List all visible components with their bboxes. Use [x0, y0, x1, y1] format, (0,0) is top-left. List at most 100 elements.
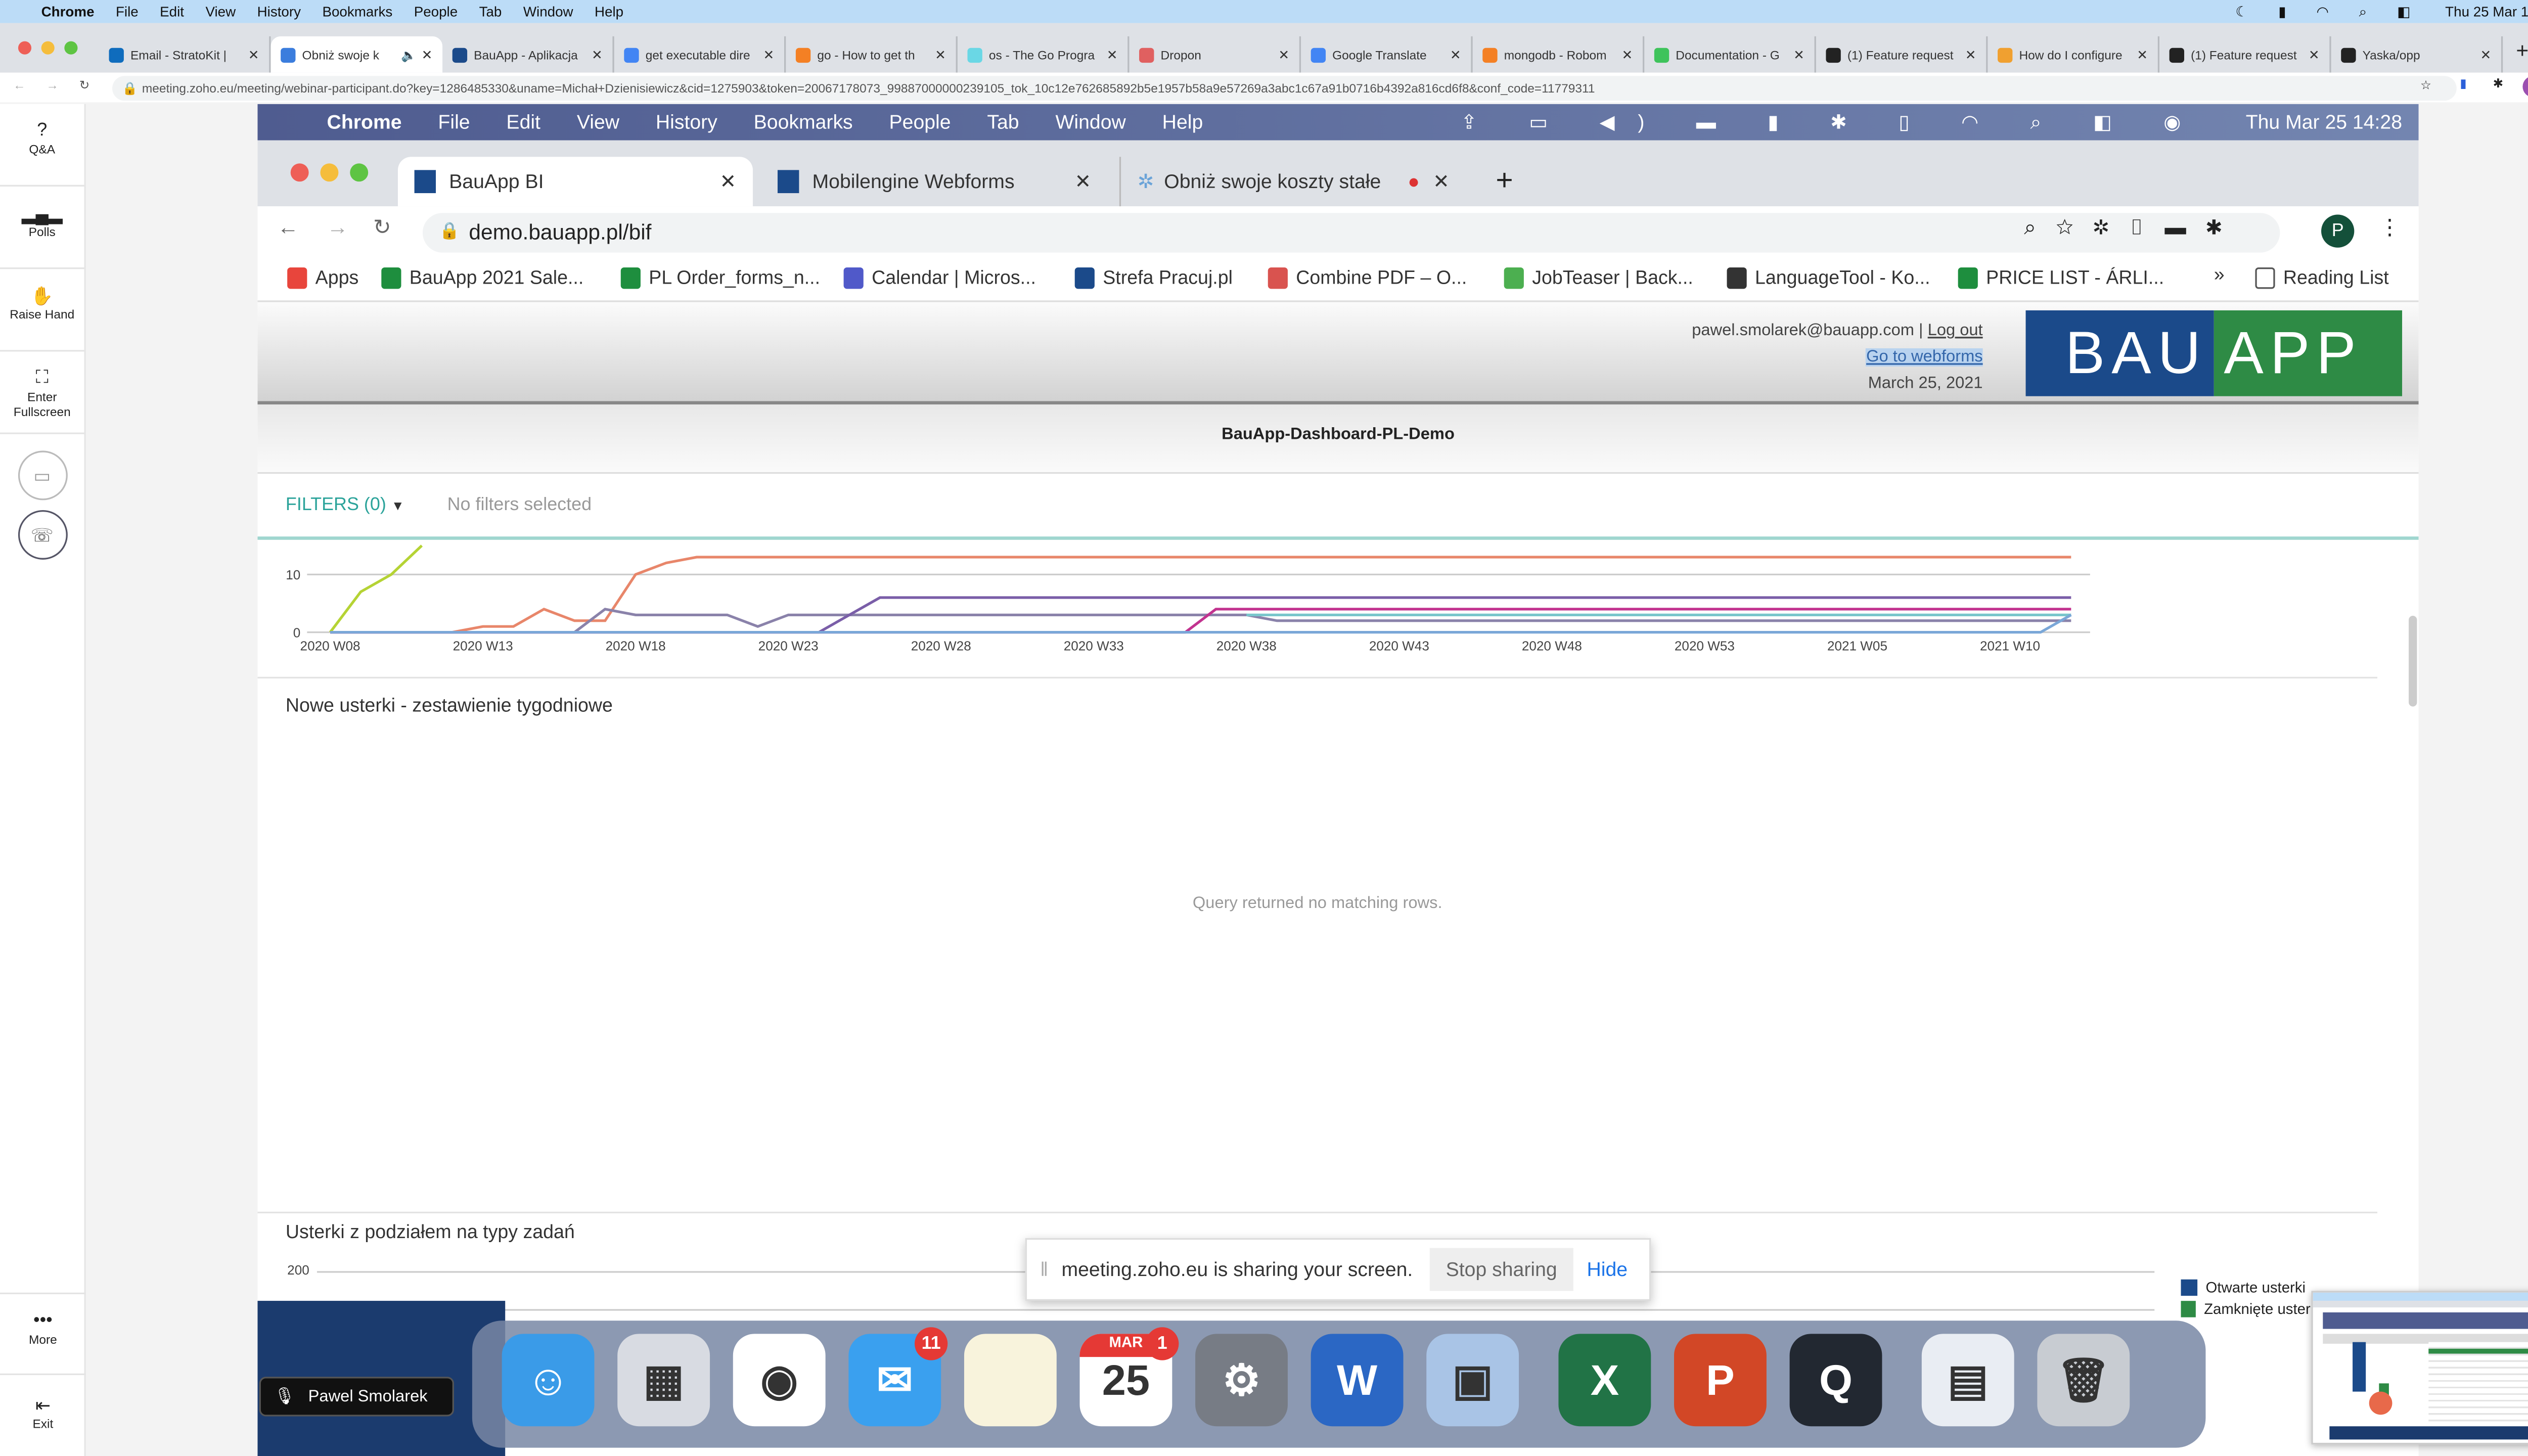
video-off-button[interactable]: ▭	[17, 450, 67, 500]
inner-tab-strip: BauApp BI ✕ Mobilengine Webforms ✕ ✲ Obniż …	[257, 140, 2419, 207]
webforms-link: Go to webforms	[1866, 348, 1983, 367]
microphone-icon: 🎙	[274, 1387, 295, 1406]
dock-launchpad-icon: ▦	[617, 1334, 710, 1427]
back-button[interactable]: ←	[13, 77, 26, 93]
close-tab-icon[interactable]: ✕	[2480, 47, 2492, 62]
x-tick-label: 2021 W05	[1827, 639, 1887, 654]
exit-label: Exit	[32, 1416, 54, 1432]
sidebar-item-raise-hand[interactable]: ✋ Raise Hand	[0, 269, 84, 352]
profile-avatar[interactable]: M	[2522, 76, 2528, 98]
section-title: Usterki z podziałem na typy zadań	[285, 1223, 575, 1243]
close-tab-icon[interactable]: ✕	[421, 47, 433, 62]
favicon-icon	[1998, 47, 2013, 62]
browser-tab[interactable]: Dropon ✕	[1129, 36, 1301, 73]
polls-icon: ▂▄▂	[21, 204, 63, 225]
sidebar-item-enter-fullscreen[interactable]: ⛶ Enter Fullscreen	[0, 352, 84, 434]
close-window-button[interactable]	[18, 41, 32, 55]
bookmark-label: Combine PDF – O...	[1296, 268, 1467, 288]
bookmark-star-icon[interactable]: ☆	[2420, 77, 2431, 93]
sidebar-item-q-a[interactable]: ? Q&A	[0, 104, 84, 187]
minimize-window-button[interactable]	[41, 41, 55, 55]
browser-tab[interactable]: (1) Feature request ✕	[2159, 36, 2331, 73]
bookmark-favicon-icon	[1074, 267, 1095, 289]
audio-icon[interactable]: 🔈	[401, 47, 417, 62]
tab-label: (1) Feature request	[2191, 47, 2297, 62]
menu-item[interactable]: History	[257, 3, 301, 20]
bookmark-item: BauApp 2021 Sale...	[381, 267, 583, 289]
extensions-puzzle-icon[interactable]: ✱	[2493, 76, 2504, 91]
inner-back-icon: ←	[277, 214, 299, 240]
x-tick-label: 2020 W43	[1369, 639, 1429, 654]
close-tab-icon[interactable]: ✕	[1278, 47, 1290, 62]
menu-item[interactable]: Help	[595, 3, 624, 20]
hide-button[interactable]: Hide	[1587, 1258, 1628, 1281]
close-tab-icon[interactable]: ✕	[2137, 47, 2148, 62]
bookmark-label: LanguageTool - Ko...	[1755, 268, 1930, 288]
favicon-icon	[1826, 47, 1841, 62]
line-chart-section: 0 10 2020 W08 2020 W13 2020 W18 2020 W23 2020 …	[257, 543, 2378, 679]
browser-tab[interactable]: How do I configure ✕	[1988, 36, 2160, 73]
tab-label: Documentation - G	[1676, 47, 1780, 62]
shared-screen: Chrome File Edit View History Bookmarks Peopl…	[257, 104, 2419, 1456]
browser-tab[interactable]: Documentation - G ✕	[1644, 36, 1816, 73]
tab-label: get executable dire	[645, 47, 750, 62]
call-button[interactable]: ☏	[17, 510, 67, 560]
filters-label: FILTERS (0)	[285, 495, 386, 515]
exit-icon: ⇤	[35, 1396, 51, 1417]
self-view-thumbnail[interactable]	[2311, 1291, 2528, 1445]
browser-tab[interactable]: mongodb - Robom ✕	[1473, 36, 1645, 73]
tab-label: Google Translate	[1332, 47, 1427, 62]
browser-tab[interactable]: go - How to get th ✕	[786, 36, 958, 73]
forward-button[interactable]: →	[46, 77, 59, 93]
browser-tab[interactable]: Obniż swoje k 🔈 ✕	[270, 36, 443, 73]
close-tab-icon[interactable]: ✕	[1450, 47, 1461, 62]
screen-share-bar: ‖ meeting.zoho.eu is sharing your screen…	[1025, 1238, 1651, 1301]
menu-item[interactable]: Bookmarks	[322, 3, 393, 20]
browser-tab[interactable]: (1) Feature request ✕	[1816, 36, 1988, 73]
close-tab-icon[interactable]: ✕	[591, 47, 603, 62]
exit-button[interactable]: ⇤ Exit	[0, 1379, 86, 1456]
browser-tab[interactable]: Google Translate ✕	[1301, 36, 1473, 73]
url-input[interactable]: 🔒 meeting.zoho.eu/meeting/webinar-partici…	[112, 76, 2457, 101]
browser-tab[interactable]: os - The Go Progra ✕	[958, 36, 1130, 73]
stop-sharing-button[interactable]: Stop sharing	[1429, 1248, 1574, 1291]
bookmark-item: Apps	[287, 267, 358, 289]
close-tab-icon[interactable]: ✕	[1621, 47, 1633, 62]
x-tick-label: 2020 W38	[1216, 639, 1277, 654]
filters-status: No filters selected	[447, 495, 592, 515]
empty-message: Query returned no matching rows.	[1192, 894, 1442, 913]
more-button[interactable]: ••• More	[0, 1292, 86, 1376]
browser-tab[interactable]: get executable dire ✕	[614, 36, 786, 73]
close-tab-icon[interactable]: ✕	[2308, 47, 2320, 62]
scrollbar[interactable]	[2409, 615, 2417, 707]
menu-item[interactable]: Window	[523, 3, 573, 20]
favicon-icon	[1139, 47, 1154, 62]
sidebar-item-polls[interactable]: ▂▄▂ Polls	[0, 187, 84, 269]
close-tab-icon[interactable]: ✕	[1106, 47, 1118, 62]
close-tab-icon[interactable]: ✕	[1965, 47, 1976, 62]
close-tab-icon[interactable]: ✕	[1793, 47, 1804, 62]
x-tick-label: 2020 W48	[1522, 639, 1582, 654]
menu-item[interactable]: Edit	[160, 3, 185, 20]
menu-item[interactable]: People	[414, 3, 458, 20]
recording-icon: ●	[1408, 170, 1420, 194]
close-tab-icon[interactable]: ✕	[935, 47, 946, 62]
dock-word-icon: W	[1311, 1334, 1404, 1427]
menu-item[interactable]: Tab	[479, 3, 502, 20]
close-tab-icon[interactable]: ✕	[763, 47, 775, 62]
reload-button[interactable]: ↻	[79, 77, 90, 93]
extension-icon[interactable]: ▮	[2460, 76, 2467, 91]
drag-handle[interactable]: ‖	[1040, 1258, 1049, 1281]
reading-list-label: Reading List	[2283, 268, 2389, 288]
maximize-window-button[interactable]	[64, 41, 78, 55]
new-tab-button[interactable]: +	[2516, 38, 2528, 63]
browser-tab[interactable]: BauApp - Aplikacja ✕	[442, 36, 614, 73]
browser-tab[interactable]: Email - StratoKit | ✕	[99, 36, 271, 73]
menu-app[interactable]: Chrome	[41, 3, 95, 20]
dock-powerpoint-icon: P	[1674, 1334, 1767, 1427]
clock[interactable]: Thu 25 Mar 14:28:21	[2445, 3, 2528, 20]
close-tab-icon[interactable]: ✕	[248, 47, 259, 62]
browser-tab[interactable]: Yaska/opp ✕	[2331, 36, 2503, 73]
menu-item[interactable]: File	[115, 3, 139, 20]
menu-item[interactable]: View	[205, 3, 236, 20]
